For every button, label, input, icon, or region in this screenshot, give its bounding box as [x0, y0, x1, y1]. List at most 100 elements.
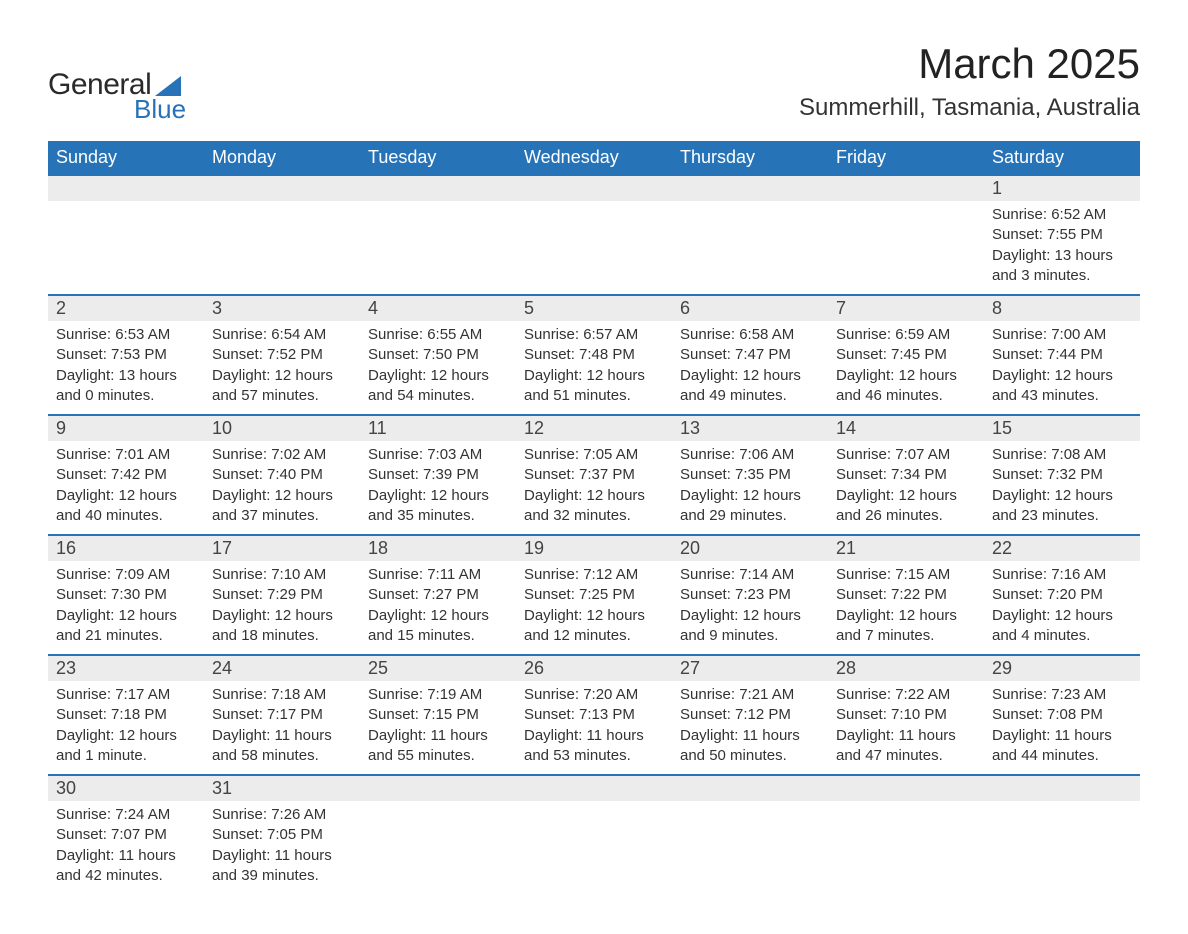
day-d2: and 18 minutes.: [212, 626, 352, 646]
day-detail-cell: Sunrise: 7:10 AMSunset: 7:29 PMDaylight:…: [204, 561, 360, 655]
day-d1: Daylight: 12 hours: [368, 486, 508, 506]
day-d1: Daylight: 12 hours: [680, 366, 820, 386]
day-number-cell: 22: [984, 535, 1140, 561]
day-detail-cell: Sunrise: 7:07 AMSunset: 7:34 PMDaylight:…: [828, 441, 984, 535]
day-sr: Sunrise: 6:54 AM: [212, 325, 352, 345]
day-number-cell: 11: [360, 415, 516, 441]
day-number-cell: 14: [828, 415, 984, 441]
day-d1: Daylight: 12 hours: [212, 606, 352, 626]
day-ss: Sunset: 7:39 PM: [368, 465, 508, 485]
day-d1: Daylight: 11 hours: [992, 726, 1132, 746]
day-d2: and 1 minute.: [56, 746, 196, 766]
day-d1: Daylight: 12 hours: [836, 606, 976, 626]
day-sr: Sunrise: 7:14 AM: [680, 565, 820, 585]
detail-row: Sunrise: 7:24 AMSunset: 7:07 PMDaylight:…: [48, 801, 1140, 894]
day-number-cell: 25: [360, 655, 516, 681]
day-number-cell: 19: [516, 535, 672, 561]
day-d2: and 51 minutes.: [524, 386, 664, 406]
weekday-header: Friday: [828, 141, 984, 175]
day-detail-cell: Sunrise: 7:14 AMSunset: 7:23 PMDaylight:…: [672, 561, 828, 655]
day-detail-cell: [204, 201, 360, 295]
day-d1: Daylight: 13 hours: [992, 246, 1132, 266]
day-number-cell: 15: [984, 415, 1140, 441]
day-number-cell: [360, 175, 516, 201]
day-detail-cell: [360, 201, 516, 295]
detail-row: Sunrise: 7:17 AMSunset: 7:18 PMDaylight:…: [48, 681, 1140, 775]
day-d2: and 35 minutes.: [368, 506, 508, 526]
day-ss: Sunset: 7:07 PM: [56, 825, 196, 845]
day-number-cell: [984, 775, 1140, 801]
day-detail-cell: Sunrise: 7:15 AMSunset: 7:22 PMDaylight:…: [828, 561, 984, 655]
day-d2: and 26 minutes.: [836, 506, 976, 526]
day-ss: Sunset: 7:37 PM: [524, 465, 664, 485]
day-detail-cell: Sunrise: 7:11 AMSunset: 7:27 PMDaylight:…: [360, 561, 516, 655]
day-number-cell: 12: [516, 415, 672, 441]
day-d1: Daylight: 12 hours: [524, 606, 664, 626]
day-sr: Sunrise: 7:19 AM: [368, 685, 508, 705]
day-ss: Sunset: 7:52 PM: [212, 345, 352, 365]
day-d1: Daylight: 11 hours: [836, 726, 976, 746]
day-ss: Sunset: 7:47 PM: [680, 345, 820, 365]
day-ss: Sunset: 7:34 PM: [836, 465, 976, 485]
day-ss: Sunset: 7:30 PM: [56, 585, 196, 605]
daynum-row: 3031: [48, 775, 1140, 801]
day-d1: Daylight: 11 hours: [680, 726, 820, 746]
day-number-cell: 7: [828, 295, 984, 321]
day-detail-cell: Sunrise: 7:06 AMSunset: 7:35 PMDaylight:…: [672, 441, 828, 535]
day-sr: Sunrise: 7:06 AM: [680, 445, 820, 465]
day-number-cell: 16: [48, 535, 204, 561]
day-sr: Sunrise: 7:20 AM: [524, 685, 664, 705]
day-sr: Sunrise: 7:26 AM: [212, 805, 352, 825]
day-d1: Daylight: 11 hours: [368, 726, 508, 746]
day-d2: and 55 minutes.: [368, 746, 508, 766]
day-number-cell: 1: [984, 175, 1140, 201]
day-sr: Sunrise: 6:53 AM: [56, 325, 196, 345]
day-sr: Sunrise: 7:24 AM: [56, 805, 196, 825]
day-d2: and 43 minutes.: [992, 386, 1132, 406]
weekday-header-row: Sunday Monday Tuesday Wednesday Thursday…: [48, 141, 1140, 175]
day-d1: Daylight: 12 hours: [524, 486, 664, 506]
day-d2: and 29 minutes.: [680, 506, 820, 526]
day-sr: Sunrise: 7:21 AM: [680, 685, 820, 705]
day-d1: Daylight: 12 hours: [368, 606, 508, 626]
day-d2: and 21 minutes.: [56, 626, 196, 646]
day-number-cell: 28: [828, 655, 984, 681]
day-ss: Sunset: 7:13 PM: [524, 705, 664, 725]
day-d1: Daylight: 11 hours: [524, 726, 664, 746]
day-d2: and 44 minutes.: [992, 746, 1132, 766]
day-sr: Sunrise: 7:16 AM: [992, 565, 1132, 585]
day-detail-cell: Sunrise: 7:20 AMSunset: 7:13 PMDaylight:…: [516, 681, 672, 775]
day-detail-cell: Sunrise: 7:21 AMSunset: 7:12 PMDaylight:…: [672, 681, 828, 775]
day-detail-cell: Sunrise: 7:02 AMSunset: 7:40 PMDaylight:…: [204, 441, 360, 535]
day-detail-cell: Sunrise: 6:52 AMSunset: 7:55 PMDaylight:…: [984, 201, 1140, 295]
day-detail-cell: Sunrise: 6:57 AMSunset: 7:48 PMDaylight:…: [516, 321, 672, 415]
day-d2: and 0 minutes.: [56, 386, 196, 406]
day-number-cell: 6: [672, 295, 828, 321]
day-number-cell: 31: [204, 775, 360, 801]
day-number-cell: 18: [360, 535, 516, 561]
day-sr: Sunrise: 6:58 AM: [680, 325, 820, 345]
weekday-header: Sunday: [48, 141, 204, 175]
day-d1: Daylight: 12 hours: [992, 486, 1132, 506]
day-sr: Sunrise: 7:01 AM: [56, 445, 196, 465]
day-number-cell: 24: [204, 655, 360, 681]
day-number-cell: 13: [672, 415, 828, 441]
day-detail-cell: Sunrise: 7:17 AMSunset: 7:18 PMDaylight:…: [48, 681, 204, 775]
daynum-row: 2345678: [48, 295, 1140, 321]
day-detail-cell: Sunrise: 7:23 AMSunset: 7:08 PMDaylight:…: [984, 681, 1140, 775]
day-detail-cell: Sunrise: 7:19 AMSunset: 7:15 PMDaylight:…: [360, 681, 516, 775]
day-ss: Sunset: 7:10 PM: [836, 705, 976, 725]
day-d1: Daylight: 12 hours: [524, 366, 664, 386]
day-d2: and 7 minutes.: [836, 626, 976, 646]
day-d1: Daylight: 12 hours: [212, 366, 352, 386]
day-d2: and 39 minutes.: [212, 866, 352, 886]
day-ss: Sunset: 7:27 PM: [368, 585, 508, 605]
day-detail-cell: Sunrise: 7:24 AMSunset: 7:07 PMDaylight:…: [48, 801, 204, 894]
day-detail-cell: Sunrise: 7:09 AMSunset: 7:30 PMDaylight:…: [48, 561, 204, 655]
day-d2: and 15 minutes.: [368, 626, 508, 646]
day-sr: Sunrise: 7:23 AM: [992, 685, 1132, 705]
day-sr: Sunrise: 7:00 AM: [992, 325, 1132, 345]
day-d2: and 23 minutes.: [992, 506, 1132, 526]
day-detail-cell: Sunrise: 7:05 AMSunset: 7:37 PMDaylight:…: [516, 441, 672, 535]
day-d2: and 53 minutes.: [524, 746, 664, 766]
